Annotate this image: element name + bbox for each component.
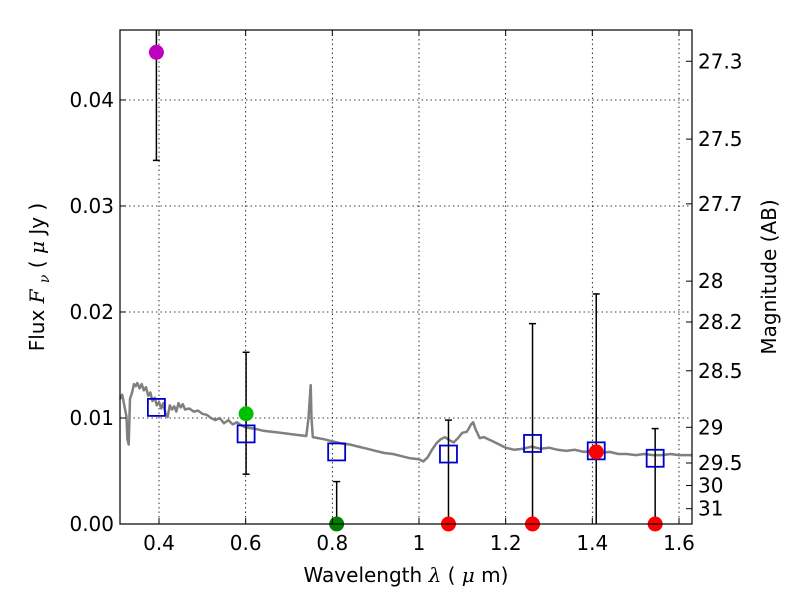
axis-ticks: 0.4 0.6 0.8 1 1.2 1.4 1.6 0.00 0.01 0.02 0.03 0.04 2…	[69, 30, 743, 555]
grid	[120, 30, 692, 525]
x-tick-label: 0.8	[316, 531, 348, 555]
model-photometry-point	[146, 397, 166, 417]
model-photometry-point	[236, 424, 256, 444]
error-bars	[152, 30, 659, 524]
y-axis-label: Flux F ν ( μ Jy )	[25, 203, 54, 352]
y2-tick-label: 28.2	[698, 310, 743, 334]
model-photometry-point	[523, 434, 542, 453]
x-axis-label: Wavelength λ ( μ m)	[304, 563, 509, 587]
x-tick-label: 0.6	[230, 531, 262, 555]
y2-tick-label: 27.7	[698, 192, 743, 216]
x-tick-label: 1	[413, 531, 426, 555]
observed-flux-point	[148, 44, 164, 60]
y2-tick-label: 27.5	[698, 127, 743, 151]
y2-tick-label: 27.3	[698, 49, 743, 73]
y-tick-label: 0.01	[69, 406, 114, 430]
observed-flux-point	[588, 444, 604, 460]
x-tick-label: 1.4	[576, 531, 608, 555]
y2-tick-label: 29.5	[698, 451, 743, 475]
model-photometry-point	[327, 442, 347, 462]
y2-axis-label: Magnitude (AB)	[757, 199, 781, 354]
y-tick-label: 0.02	[69, 300, 114, 324]
x-tick-label: 1.2	[490, 531, 522, 555]
model-photometry-point	[439, 444, 458, 464]
plot-frame	[119, 29, 693, 525]
y-tick-label: 0.00	[69, 512, 114, 536]
y2-tick-label: 28.5	[698, 359, 743, 383]
y-tick-label: 0.04	[69, 88, 114, 112]
y2-tick-label: 29	[698, 415, 723, 439]
sed-model-curve	[118, 381, 692, 463]
sed-model-layer	[118, 381, 692, 463]
x-tick-label: 0.4	[143, 531, 175, 555]
observed-photometry-layer	[148, 44, 663, 532]
y2-tick-label: 28	[698, 269, 723, 293]
model-photometry-layer	[146, 397, 665, 468]
y-tick-label: 0.03	[69, 194, 114, 218]
observed-flux-point	[238, 406, 254, 422]
y2-tick-label: 30	[698, 474, 723, 498]
x-tick-label: 1.6	[663, 531, 695, 555]
model-photometry-point	[645, 448, 665, 468]
y2-tick-label: 31	[698, 497, 723, 521]
